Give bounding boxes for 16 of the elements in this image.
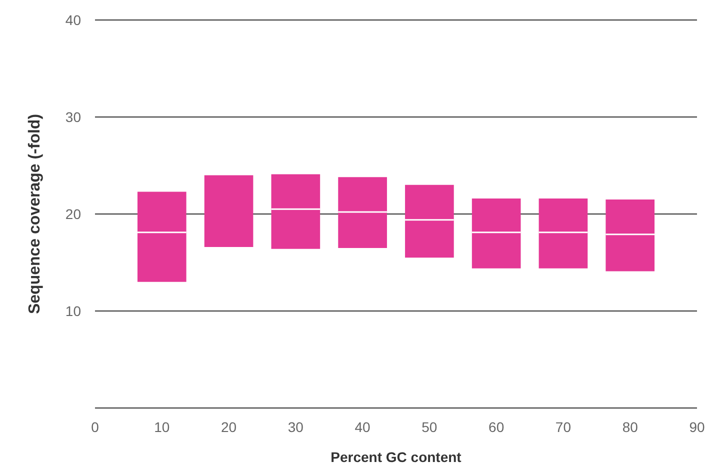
x-tick-label: 30 xyxy=(288,418,304,435)
y-axis-title: Sequence coverage (-fold) xyxy=(26,114,44,314)
x-tick-label: 70 xyxy=(555,418,572,435)
x-tick-label: 10 xyxy=(154,418,170,435)
x-tick-label: 60 xyxy=(488,418,504,435)
y-tick-label: 20 xyxy=(65,206,82,222)
x-tick-label: 0 xyxy=(91,418,100,435)
x-tick-label: 50 xyxy=(422,418,438,435)
x-tick-label: 80 xyxy=(622,418,638,435)
x-tick-label: 90 xyxy=(689,418,705,435)
y-tick-label: 10 xyxy=(65,302,82,319)
x-tick-label: 20 xyxy=(220,418,237,435)
y-tick-label: 30 xyxy=(65,108,82,125)
y-tick-label: 40 xyxy=(65,12,82,28)
x-tick-label: 40 xyxy=(354,418,371,435)
x-axis-title: Percent GC content xyxy=(330,449,462,464)
